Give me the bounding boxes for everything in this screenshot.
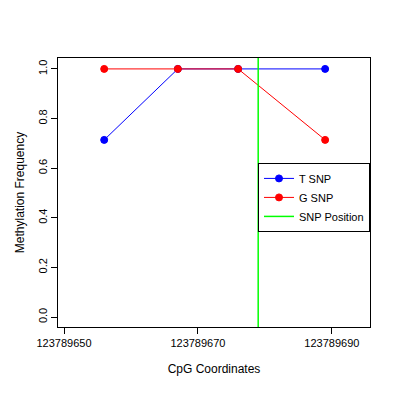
svg-text:1.0: 1.0 bbox=[37, 60, 49, 75]
svg-text:0.4: 0.4 bbox=[37, 209, 49, 224]
svg-text:0.0: 0.0 bbox=[37, 308, 49, 323]
svg-text:Methylation Frequency: Methylation Frequency bbox=[13, 132, 27, 253]
svg-text:123789670: 123789670 bbox=[170, 337, 225, 349]
svg-text:SNP Position: SNP Position bbox=[299, 211, 364, 223]
svg-text:G SNP: G SNP bbox=[299, 192, 333, 204]
svg-text:0.2: 0.2 bbox=[37, 258, 49, 273]
svg-text:0.6: 0.6 bbox=[37, 159, 49, 174]
svg-text:0.8: 0.8 bbox=[37, 109, 49, 124]
svg-text:123789690: 123789690 bbox=[304, 337, 359, 349]
svg-text:CpG Coordinates: CpG Coordinates bbox=[168, 362, 261, 376]
svg-text:T SNP: T SNP bbox=[299, 173, 331, 185]
svg-text:123789650: 123789650 bbox=[36, 337, 91, 349]
